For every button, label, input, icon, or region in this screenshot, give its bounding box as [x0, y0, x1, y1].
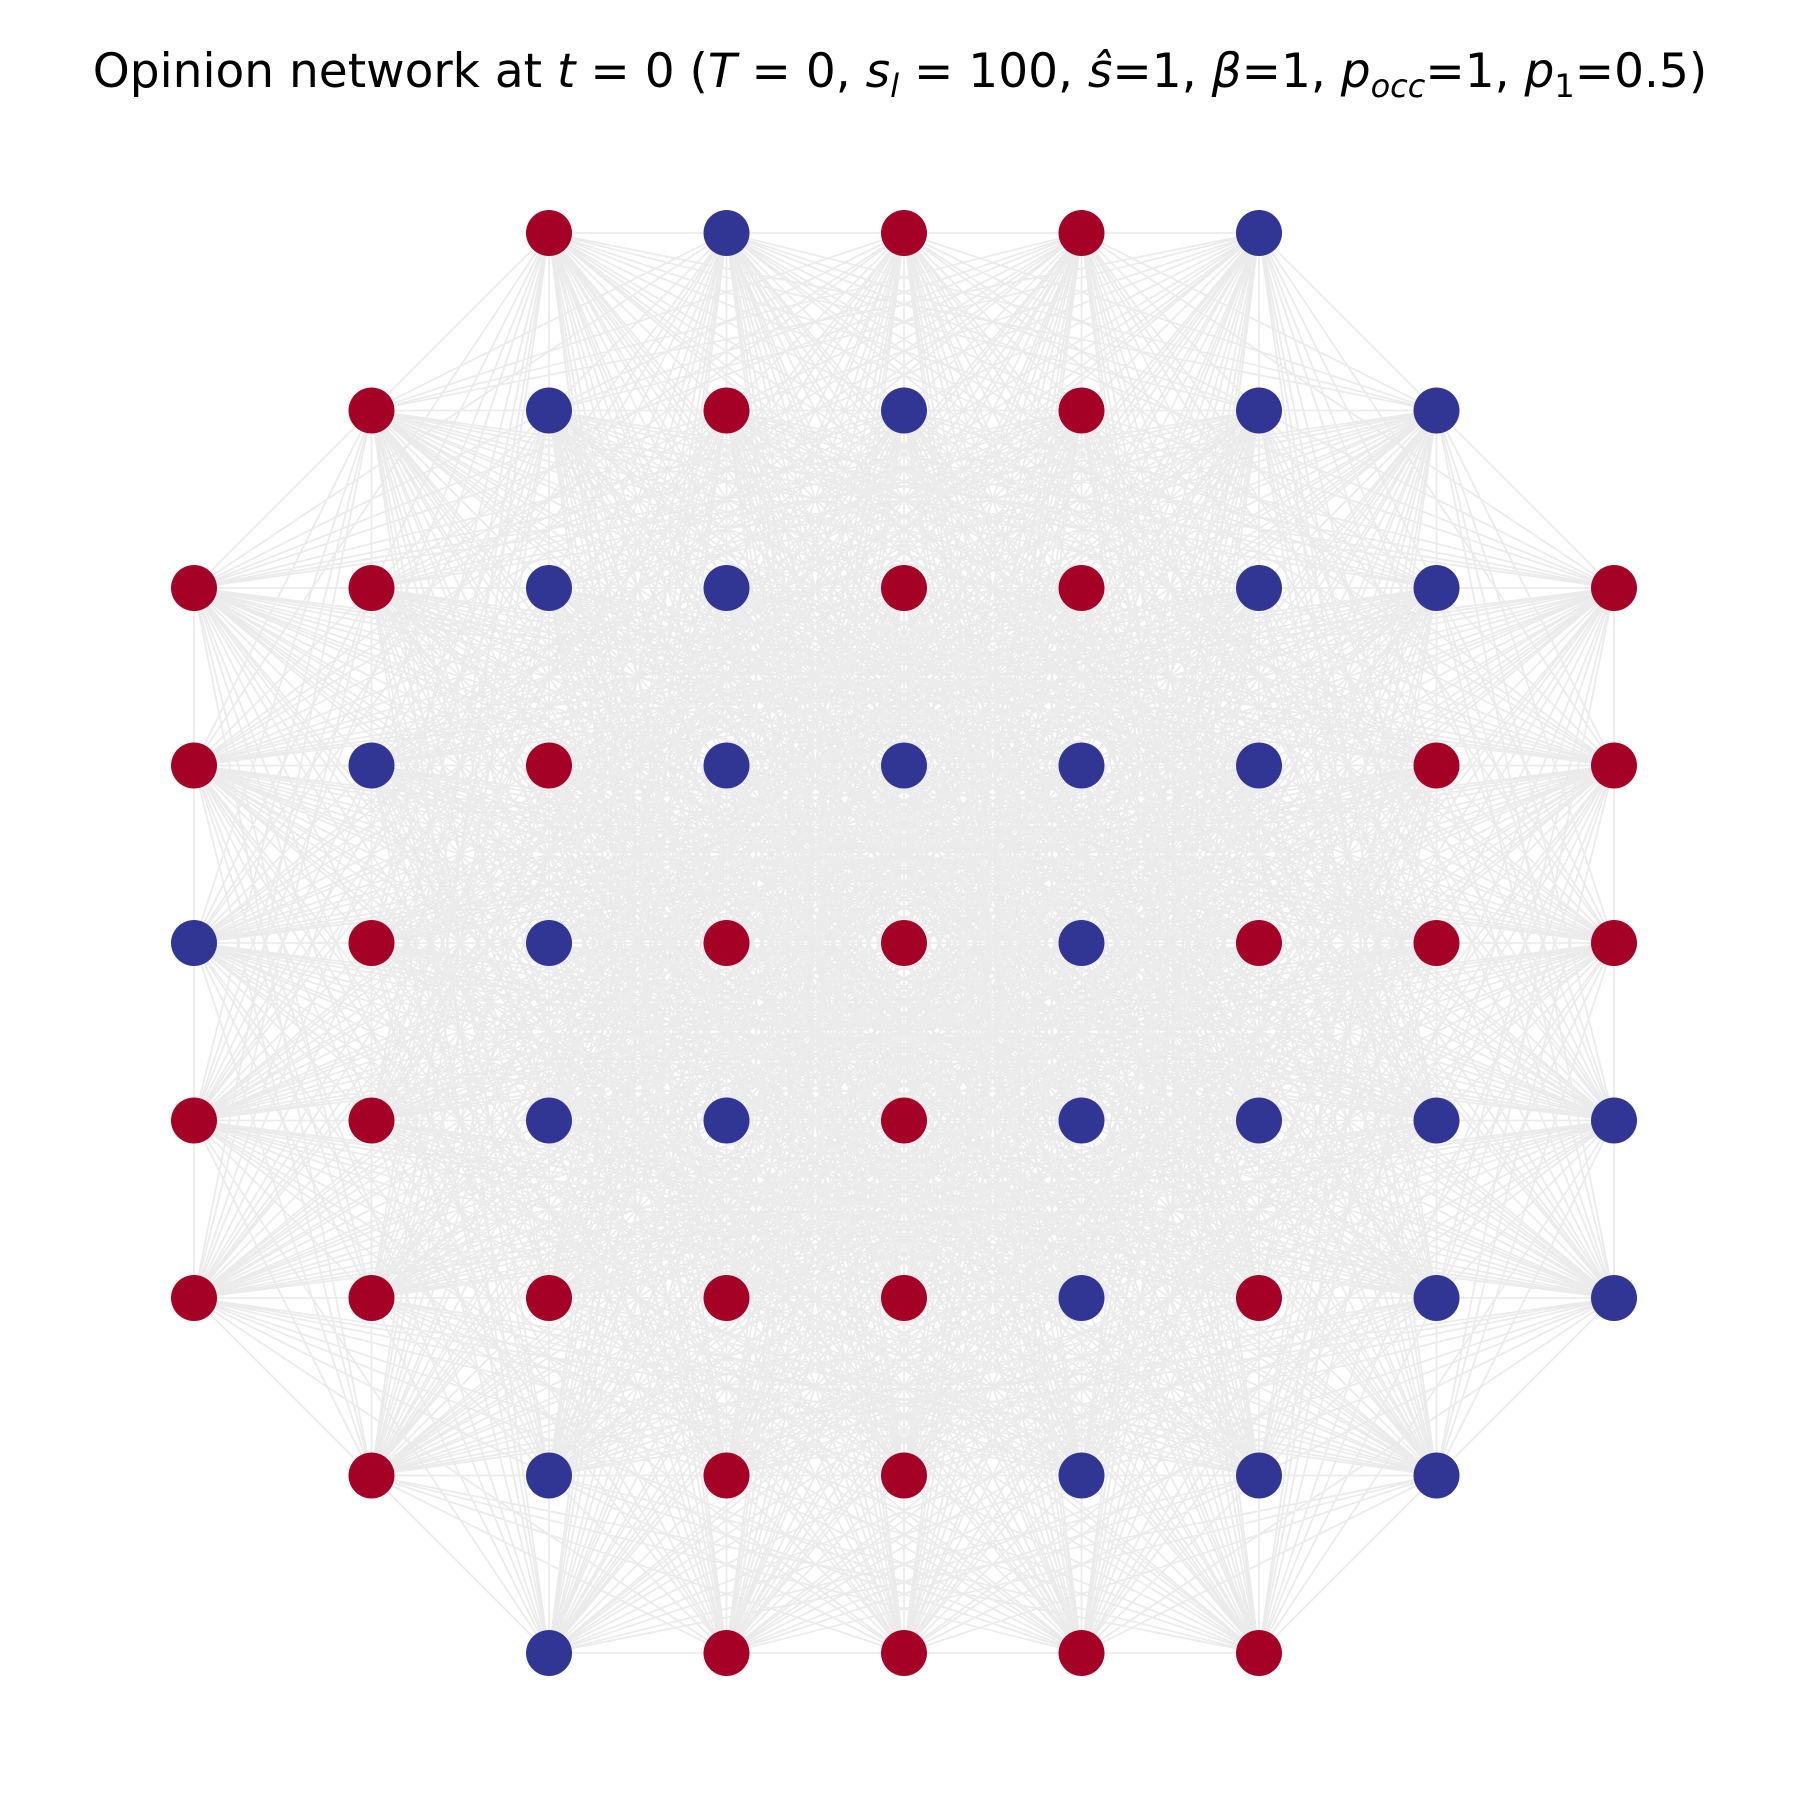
- title-pocc-eq: =1,: [1425, 44, 1525, 99]
- title-shat-var: ŝ: [1087, 44, 1113, 99]
- red-opinion-node-r8-c5: [1058, 1630, 1105, 1676]
- blue-opinion-node-r0-c3: [703, 210, 750, 256]
- title-p1-eq: =0.5): [1574, 44, 1708, 99]
- title-pocc-sub: occ: [1370, 67, 1426, 105]
- title-s-eq: = 100,: [899, 44, 1088, 99]
- blue-opinion-node-r1-c4: [881, 387, 927, 434]
- red-opinion-node-r1-c3: [703, 387, 750, 434]
- red-opinion-node-r3-c7: [1413, 742, 1460, 789]
- blue-opinion-node-r4-c2: [526, 920, 572, 966]
- blue-opinion-node-r5-c5: [1058, 1097, 1105, 1144]
- red-opinion-node-r0-c5: [1058, 210, 1105, 256]
- red-opinion-node-r4-c1: [348, 920, 395, 966]
- red-opinion-node-r7-c1: [348, 1452, 395, 1499]
- red-opinion-node-r6-c2: [526, 1275, 572, 1321]
- blue-opinion-node-r3-c4: [881, 742, 927, 789]
- blue-opinion-node-r6-c5: [1058, 1275, 1105, 1321]
- red-opinion-node-r8-c6: [1236, 1630, 1282, 1676]
- title-shat-eq: =1,: [1112, 44, 1212, 99]
- red-opinion-node-r0-c4: [881, 210, 927, 256]
- title-prefix: Opinion network at: [92, 44, 557, 99]
- red-opinion-node-r4-c8: [1591, 920, 1637, 966]
- title-t-var: t: [557, 44, 576, 99]
- chart-title: Opinion network at t = 0 (T = 0, sl = 10…: [0, 44, 1800, 102]
- red-opinion-node-r4-c3: [703, 920, 750, 966]
- title-t-eq: = 0 (: [575, 44, 708, 99]
- title-pocc-var: p: [1340, 44, 1371, 99]
- red-opinion-node-r4-c4: [881, 920, 927, 966]
- title-T-eq: = 0,: [736, 44, 866, 99]
- blue-opinion-node-r8-c2: [526, 1630, 572, 1676]
- title-beta-var: β: [1211, 44, 1242, 99]
- red-opinion-node-r6-c1: [348, 1275, 395, 1321]
- title-p1-var: p: [1524, 44, 1555, 99]
- title-beta-eq: =1,: [1241, 44, 1341, 99]
- blue-opinion-node-r0-c6: [1236, 210, 1282, 256]
- blue-opinion-node-r5-c8: [1591, 1097, 1637, 1144]
- blue-opinion-node-r1-c2: [526, 387, 572, 434]
- red-opinion-node-r6-c4: [881, 1275, 927, 1321]
- blue-opinion-node-r2-c2: [526, 565, 572, 611]
- red-opinion-node-r3-c2: [526, 742, 572, 789]
- red-opinion-node-r6-c6: [1236, 1275, 1282, 1321]
- red-opinion-node-r3-c0: [171, 742, 217, 789]
- blue-opinion-node-r3-c6: [1236, 742, 1282, 789]
- red-opinion-node-r3-c8: [1591, 742, 1637, 789]
- red-opinion-node-r8-c4: [881, 1630, 927, 1676]
- blue-opinion-node-r2-c7: [1413, 565, 1460, 611]
- red-opinion-node-r6-c0: [171, 1275, 217, 1321]
- blue-opinion-node-r7-c5: [1058, 1452, 1105, 1499]
- red-opinion-node-r6-c3: [703, 1275, 750, 1321]
- red-opinion-node-r7-c4: [881, 1452, 927, 1499]
- blue-opinion-node-r4-c5: [1058, 920, 1105, 966]
- red-opinion-node-r5-c0: [171, 1097, 217, 1144]
- blue-opinion-node-r5-c2: [526, 1097, 572, 1144]
- blue-opinion-node-r7-c2: [526, 1452, 572, 1499]
- red-opinion-node-r2-c1: [348, 565, 395, 611]
- red-opinion-node-r4-c7: [1413, 920, 1460, 966]
- blue-opinion-node-r2-c6: [1236, 565, 1282, 611]
- title-p1-sub: 1: [1554, 67, 1575, 105]
- blue-opinion-node-r6-c7: [1413, 1275, 1460, 1321]
- blue-opinion-node-r7-c6: [1236, 1452, 1282, 1499]
- red-opinion-node-r2-c8: [1591, 565, 1637, 611]
- red-opinion-node-r2-c0: [171, 565, 217, 611]
- blue-opinion-node-r3-c3: [703, 742, 750, 789]
- red-opinion-node-r2-c4: [881, 565, 927, 611]
- title-s-var: s: [865, 44, 891, 99]
- title-s-sub: l: [890, 67, 900, 105]
- blue-opinion-node-r6-c8: [1591, 1275, 1637, 1321]
- blue-opinion-node-r1-c6: [1236, 387, 1282, 434]
- blue-opinion-node-r3-c1: [348, 742, 395, 789]
- blue-opinion-node-r5-c6: [1236, 1097, 1282, 1144]
- red-opinion-node-r2-c5: [1058, 565, 1105, 611]
- node-layer: [171, 210, 1637, 1676]
- blue-opinion-node-r5-c3: [703, 1097, 750, 1144]
- blue-opinion-node-r2-c3: [703, 565, 750, 611]
- red-opinion-node-r7-c3: [703, 1452, 750, 1499]
- blue-opinion-node-r4-c0: [171, 920, 217, 966]
- red-opinion-node-r8-c3: [703, 1630, 750, 1676]
- red-opinion-node-r1-c5: [1058, 387, 1105, 434]
- red-opinion-node-r5-c4: [881, 1097, 927, 1144]
- title-T-var: T: [707, 44, 737, 99]
- red-opinion-node-r5-c1: [348, 1097, 395, 1144]
- blue-opinion-node-r5-c7: [1413, 1097, 1460, 1144]
- red-opinion-node-r0-c2: [526, 210, 572, 256]
- red-opinion-node-r1-c1: [348, 387, 395, 434]
- blue-opinion-node-r7-c7: [1413, 1452, 1460, 1499]
- blue-opinion-node-r1-c7: [1413, 387, 1460, 434]
- blue-opinion-node-r3-c5: [1058, 742, 1105, 789]
- red-opinion-node-r4-c6: [1236, 920, 1282, 966]
